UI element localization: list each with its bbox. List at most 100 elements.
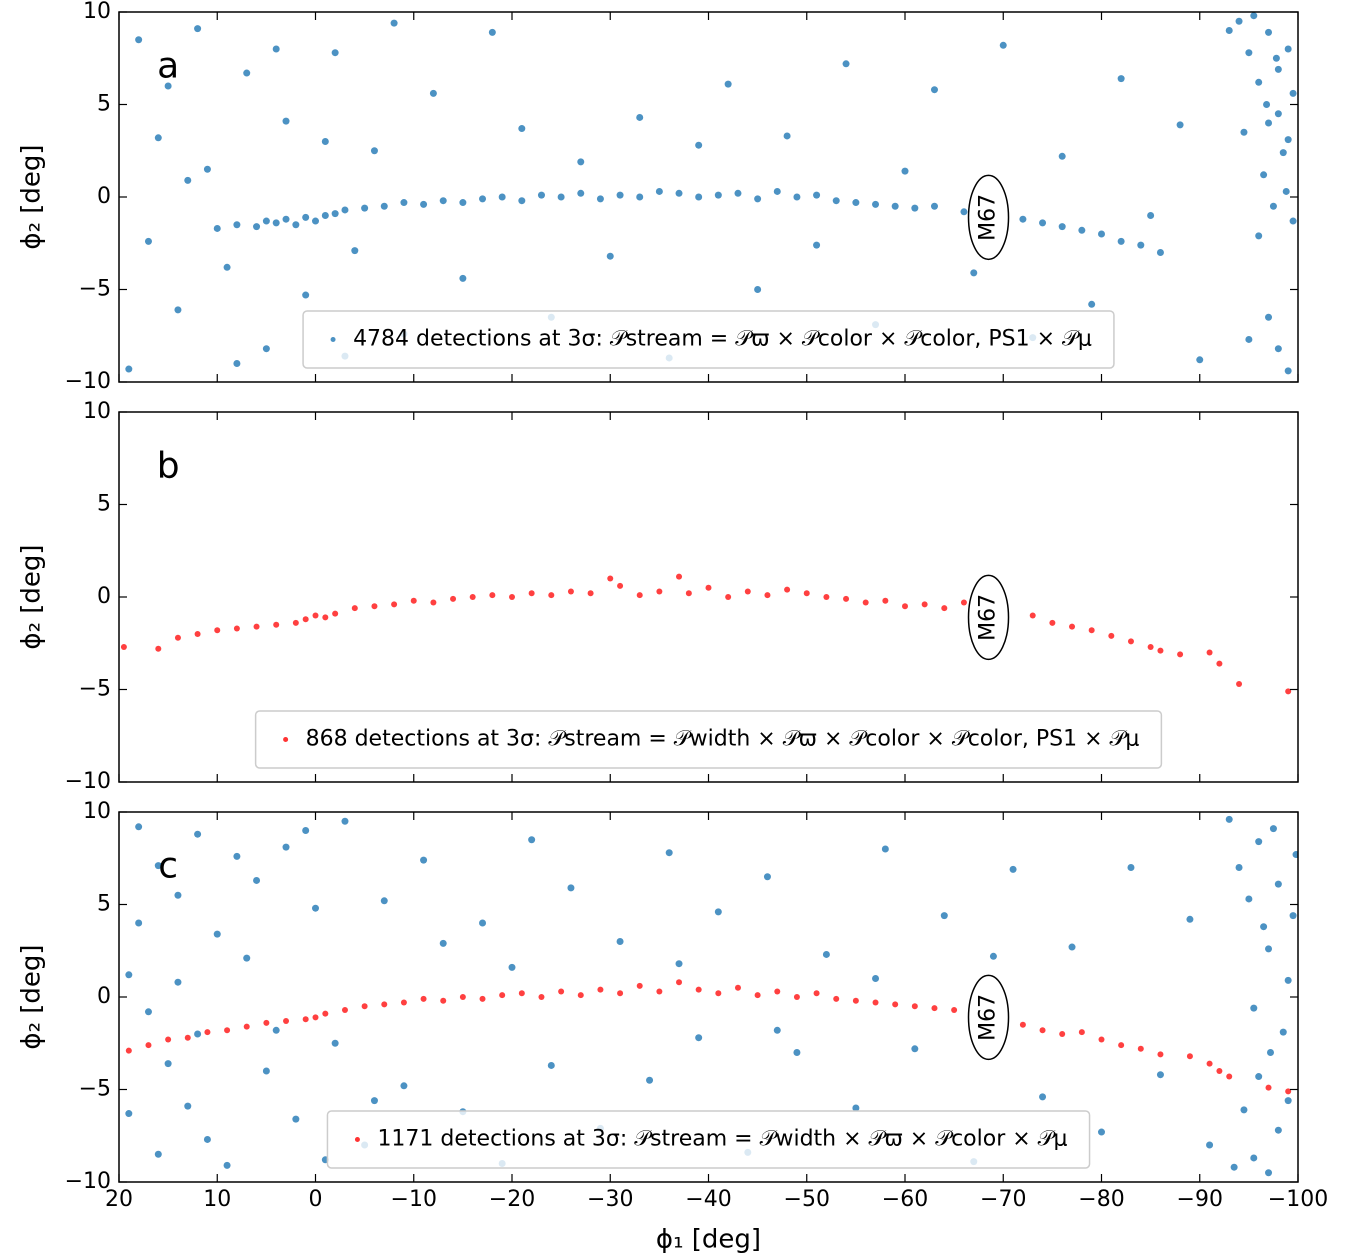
data-point — [754, 195, 762, 203]
data-point — [597, 986, 604, 993]
x-tick-label: 10 — [203, 1187, 231, 1212]
data-point — [459, 199, 467, 207]
legend-label: 4784 detections at 3σ: 𝒫stream = 𝒫ϖ × 𝒫c… — [353, 327, 1092, 352]
data-point — [1137, 1045, 1144, 1052]
data-point — [1255, 232, 1263, 240]
data-point — [695, 986, 702, 993]
data-point — [931, 1005, 938, 1012]
data-point — [1029, 612, 1036, 619]
data-point — [1176, 121, 1184, 129]
data-point — [1039, 1093, 1047, 1101]
data-point — [194, 25, 202, 33]
data-point — [224, 1027, 231, 1034]
panel-label: c — [158, 846, 178, 887]
data-point — [714, 908, 722, 916]
data-point — [676, 573, 683, 580]
data-point — [214, 627, 221, 634]
data-point — [1216, 1068, 1223, 1074]
data-point — [498, 193, 506, 201]
data-point — [165, 1036, 172, 1043]
y-axis-label: ϕ₂ [deg] — [17, 544, 47, 649]
data-point — [675, 189, 683, 197]
y-tick-label: −5 — [79, 277, 111, 302]
data-point — [999, 41, 1007, 49]
data-point — [144, 237, 152, 245]
data-point — [322, 614, 329, 621]
y-tick-label: 10 — [83, 799, 111, 824]
data-point — [292, 1115, 300, 1123]
data-point — [203, 165, 211, 173]
data-point — [282, 215, 290, 223]
data-point — [233, 852, 241, 860]
y-tick-label: −5 — [79, 677, 111, 702]
data-point — [194, 631, 201, 637]
data-point — [1058, 152, 1066, 160]
data-point — [312, 217, 319, 225]
data-point — [1255, 838, 1263, 846]
data-point — [174, 634, 181, 641]
data-point — [312, 612, 319, 619]
x-tick-label: −100 — [1268, 1187, 1328, 1212]
data-point — [144, 1008, 152, 1016]
data-point — [469, 594, 476, 600]
data-point — [400, 199, 408, 207]
data-point — [263, 1019, 270, 1026]
legend: 868 detections at 3σ: 𝒫stream = 𝒫width ×… — [254, 710, 1163, 769]
data-point — [332, 610, 339, 617]
data-point — [911, 1045, 919, 1053]
legend-marker — [283, 737, 289, 742]
data-point — [302, 291, 310, 299]
data-point — [734, 984, 741, 991]
data-point — [174, 978, 182, 986]
data-point — [960, 208, 968, 216]
data-point — [1225, 27, 1233, 34]
data-point — [734, 189, 742, 197]
data-point — [1177, 651, 1184, 658]
data-point — [1292, 851, 1298, 859]
data-point — [321, 138, 329, 145]
data-point — [302, 827, 310, 834]
data-point — [499, 992, 506, 999]
data-point — [174, 891, 182, 899]
annotation: M67 — [976, 994, 1001, 1041]
panel-label: b — [157, 446, 180, 487]
data-point — [1269, 825, 1277, 833]
x-tick-label: −40 — [685, 1187, 731, 1212]
data-point — [1274, 880, 1282, 888]
data-point — [617, 582, 624, 589]
data-point — [1240, 128, 1248, 136]
x-tick-label: −50 — [784, 1187, 830, 1212]
data-point — [596, 195, 604, 203]
data-point — [390, 19, 398, 27]
data-point — [1289, 89, 1297, 97]
data-point — [881, 845, 889, 853]
data-point — [960, 599, 967, 606]
data-point — [1098, 230, 1105, 238]
data-point — [1225, 815, 1233, 823]
data-point — [361, 1003, 368, 1010]
plot-area — [125, 12, 1297, 375]
annotation-box — [967, 974, 1010, 1061]
data-point — [1235, 864, 1243, 871]
data-point — [558, 988, 565, 995]
legend-box — [254, 710, 1163, 769]
data-point — [302, 213, 310, 221]
legend-label: 868 detections at 3σ: 𝒫stream = 𝒫width ×… — [306, 727, 1140, 752]
data-point — [292, 221, 300, 229]
data-point — [813, 191, 821, 199]
data-point — [1156, 1071, 1164, 1079]
data-point — [803, 590, 810, 597]
y-axis-label: ϕ₂ [deg] — [17, 144, 47, 249]
data-point — [636, 193, 644, 201]
data-point — [351, 247, 359, 255]
data-point — [616, 191, 624, 199]
y-tick-label: 5 — [97, 492, 111, 517]
panel-label: a — [157, 46, 179, 87]
legend: 4784 detections at 3σ: 𝒫stream = 𝒫ϖ × 𝒫c… — [302, 310, 1115, 369]
data-point — [843, 595, 850, 602]
data-point — [1088, 627, 1095, 634]
data-point — [1186, 1053, 1193, 1060]
data-point — [1059, 1031, 1066, 1037]
data-point — [410, 597, 417, 604]
data-point — [882, 597, 889, 604]
